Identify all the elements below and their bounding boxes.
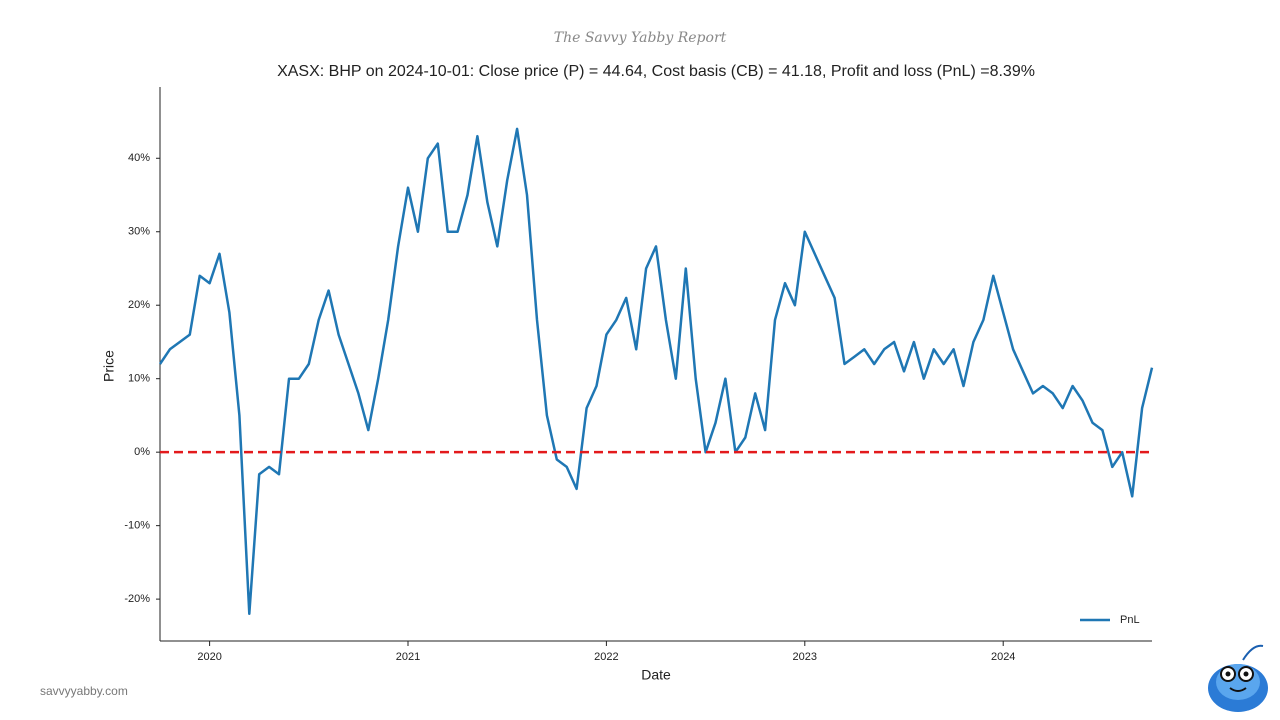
legend-label: PnL [1120,614,1140,626]
chart-title: XASX: BHP on 2024-10-01: Close price (P)… [277,63,1035,80]
y-tick-label: 20% [128,299,150,311]
y-tick-label: 10% [128,373,150,385]
y-axis-label: Price [101,350,117,382]
x-axis-label: Date [641,667,671,683]
y-tick-label: 40% [128,152,150,164]
x-tick-label: 2021 [396,651,420,663]
y-tick-label: 0% [134,446,150,458]
logo [1208,644,1268,712]
x-tick-label: 2024 [991,651,1015,663]
x-tick-label: 2020 [197,651,221,663]
y-tick-label: 30% [128,226,150,238]
x-tick-label: 2022 [594,651,618,663]
y-tick-label: -10% [124,520,150,532]
footer: savvyyabby.com [40,684,128,698]
report-header: The Savvy Yabby Report [554,30,727,46]
pnl-line [158,127,1154,616]
y-tick-label: -20% [124,593,150,605]
x-tick-label: 2023 [793,651,817,663]
